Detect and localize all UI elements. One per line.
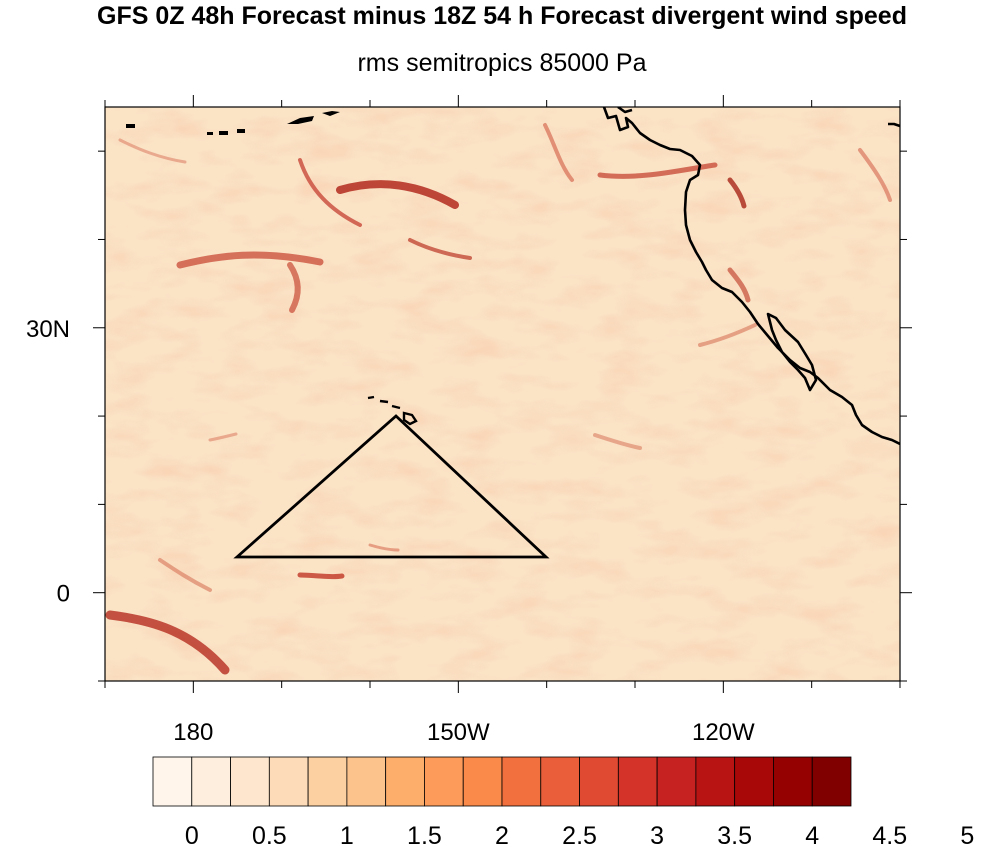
- colorbar-label: 4.5: [872, 822, 907, 847]
- latitude-labels: 30N 0: [26, 316, 70, 608]
- colorbar-swatch: [268, 756, 309, 807]
- colorbar-swatch: [811, 756, 852, 807]
- colorbar-swatch: [579, 756, 619, 807]
- colorbar-swatch: [307, 756, 348, 807]
- longitude-labels: 180 150W 120W: [173, 719, 755, 746]
- map-title: GFS 0Z 48h Forecast minus 18Z 54 h Forec…: [97, 2, 907, 30]
- colorbar-swatch: [656, 756, 697, 807]
- lat-label: 0: [57, 581, 70, 608]
- colorbar-label: 2.5: [562, 822, 597, 847]
- map-subtitle: rms semitropics 85000 Pa: [357, 49, 647, 77]
- plot-border: [104, 106, 901, 682]
- islands: [126, 111, 340, 135]
- colorbar-label: 5: [960, 822, 974, 847]
- lon-label: 120W: [692, 719, 755, 746]
- colorbar-swatch: [385, 756, 425, 807]
- wind-field: [105, 107, 900, 681]
- lat-label: 30N: [26, 316, 70, 343]
- colorbar-label: 0: [185, 822, 199, 847]
- colorbar-label: 1.5: [407, 822, 442, 847]
- colorbar-swatch: [191, 756, 231, 807]
- region-triangle: [233, 414, 550, 559]
- field-texture: [105, 107, 900, 681]
- colorbar-swatch: [424, 756, 464, 807]
- colorbar-label: 0.5: [252, 822, 287, 847]
- colorbar-swatch: [617, 756, 658, 807]
- colorbar-swatch: [346, 756, 387, 807]
- colorbar-labels: 0 0.5 1 1.5 2 2.5 3 3.5 4 4.5 5: [185, 822, 974, 847]
- colorbar-swatch: [152, 756, 193, 807]
- lon-label: 180: [173, 719, 213, 746]
- colorbar: [152, 756, 852, 807]
- colorbar-swatch: [501, 756, 542, 807]
- colorbar-swatch: [540, 756, 580, 807]
- colorbar-swatch: [230, 756, 270, 807]
- colorbar-label: 2: [495, 822, 509, 847]
- lon-label: 150W: [427, 719, 490, 746]
- colorbar-label: 1: [340, 822, 354, 847]
- colorbar-swatch: [462, 756, 503, 807]
- hawaii-islands: [367, 395, 418, 426]
- wind-streaks: [105, 123, 892, 675]
- colorbar-label: 3.5: [717, 822, 752, 847]
- colorbar-swatch: [734, 756, 774, 807]
- colorbar-swatch: [695, 756, 736, 807]
- colorbar-label: 3: [650, 822, 664, 847]
- coastline: [602, 107, 900, 446]
- colorbar-label: 4: [805, 822, 819, 847]
- axis-ticks: [93, 95, 912, 693]
- colorbar-swatch: [773, 756, 813, 807]
